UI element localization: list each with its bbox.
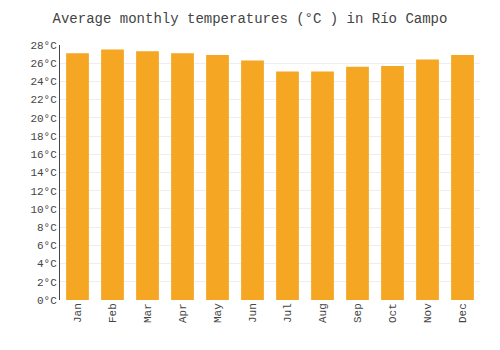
svg-text:8°C: 8°C — [37, 222, 57, 234]
svg-text:Jun: Jun — [247, 303, 259, 323]
svg-text:12°C: 12°C — [30, 186, 57, 198]
svg-text:Dec: Dec — [457, 303, 469, 323]
svg-text:10°C: 10°C — [30, 204, 57, 216]
svg-text:2°C: 2°C — [37, 277, 57, 289]
svg-text:Aug: Aug — [317, 303, 329, 323]
svg-text:Jul: Jul — [282, 303, 294, 323]
svg-text:4°C: 4°C — [37, 258, 57, 270]
svg-text:22°C: 22°C — [30, 94, 57, 106]
svg-text:Apr: Apr — [177, 303, 189, 323]
svg-text:Nov: Nov — [422, 303, 434, 323]
svg-text:24°C: 24°C — [30, 76, 57, 88]
svg-text:Oct: Oct — [387, 303, 399, 323]
svg-text:18°C: 18°C — [30, 131, 57, 143]
svg-text:Feb: Feb — [107, 303, 119, 323]
svg-text:28°C: 28°C — [30, 40, 57, 52]
svg-text:26°C: 26°C — [30, 58, 57, 70]
svg-text:6°C: 6°C — [37, 240, 57, 252]
svg-text:14°C: 14°C — [30, 167, 57, 179]
svg-text:Sep: Sep — [352, 303, 364, 323]
svg-text:Jan: Jan — [72, 303, 84, 323]
svg-text:Mar: Mar — [142, 303, 154, 323]
svg-text:Average monthly temperatures (: Average monthly temperatures (°C ) in Rí… — [53, 11, 448, 27]
svg-text:0°C: 0°C — [37, 295, 57, 307]
svg-text:May: May — [212, 303, 224, 323]
svg-text:16°C: 16°C — [30, 149, 57, 161]
svg-text:20°C: 20°C — [30, 113, 57, 125]
